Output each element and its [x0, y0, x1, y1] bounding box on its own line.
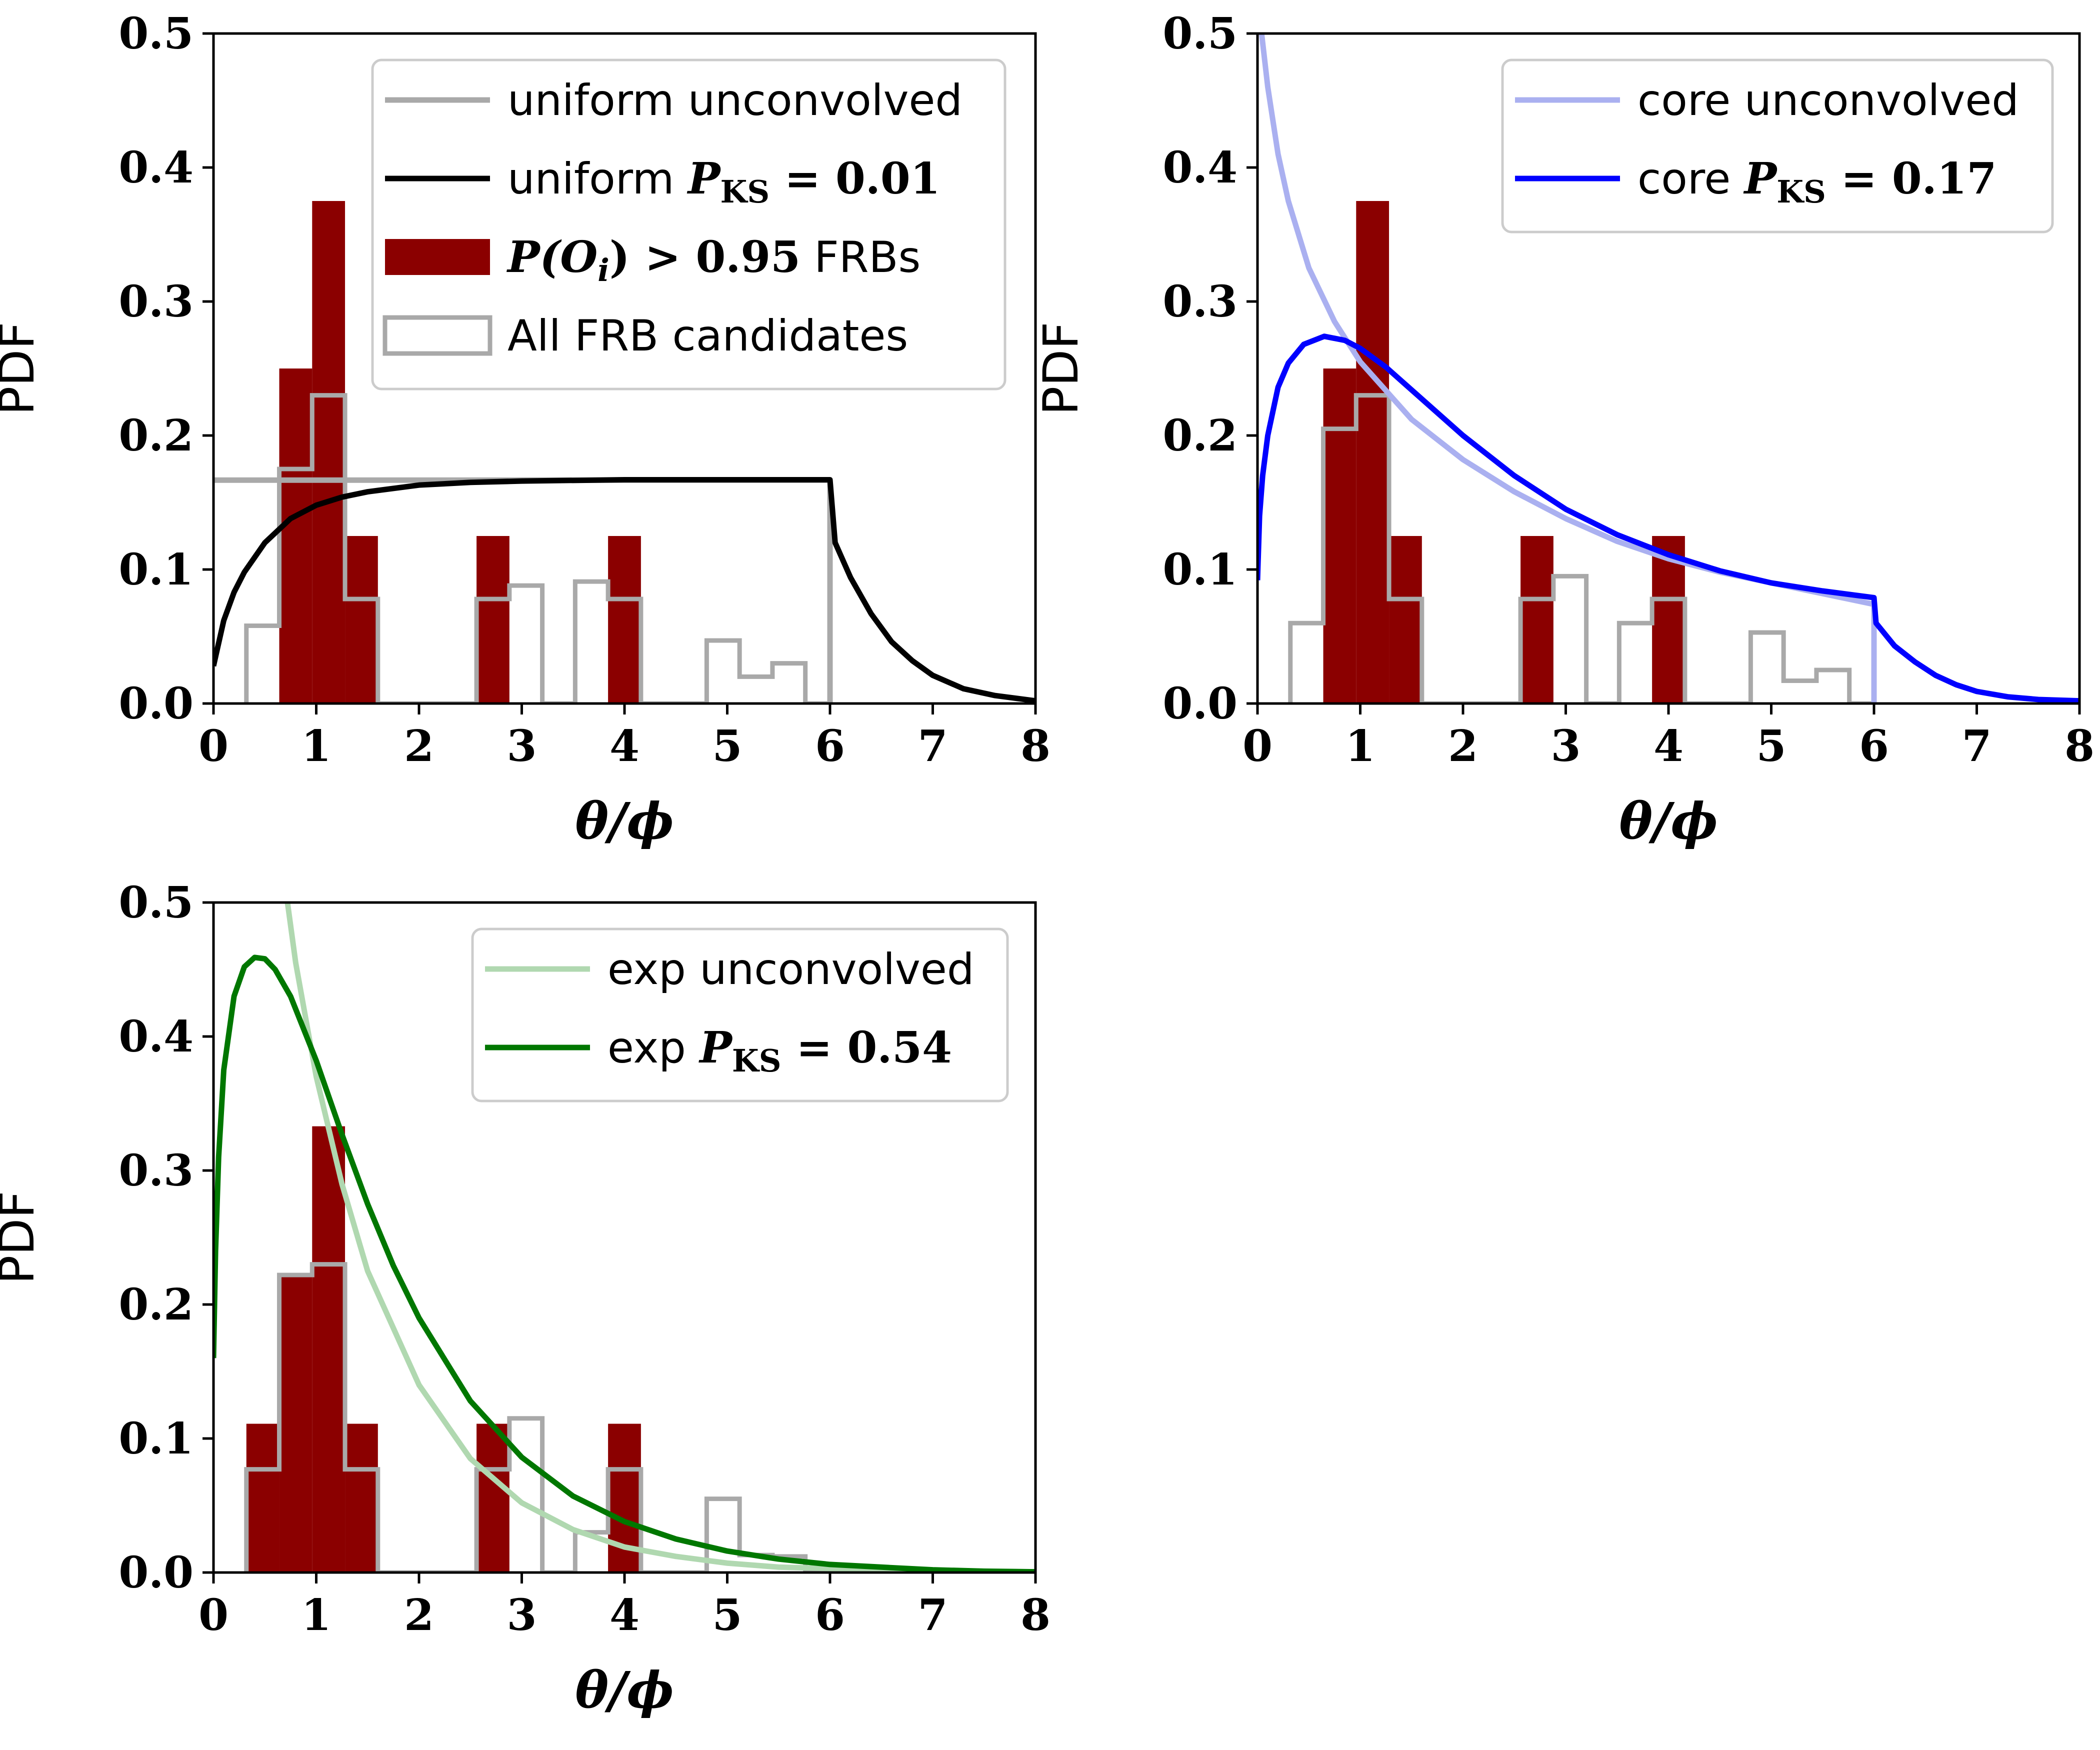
- x-axis-label: θ/ϕ: [1619, 792, 1718, 850]
- curve-convolved: [1258, 334, 2080, 704]
- step-histogram: [1288, 393, 1874, 704]
- step-histogram: [244, 393, 830, 704]
- legend-label: exp unconvolved: [608, 944, 974, 994]
- x-tick-label: 3: [507, 1590, 537, 1640]
- x-tick-label: 4: [610, 721, 640, 772]
- y-tick-label: 0.1: [1162, 544, 1238, 595]
- x-tick-label: 4: [610, 1590, 640, 1640]
- panel-uniform: 0 1 2 3 4 5 6 7 8 0.0 0.1 0.2 0.3 0.4 0.5 θ/ϕ PDF uniform…: [0, 8, 1050, 850]
- filled-bar: [1356, 201, 1390, 704]
- x-axis-label: θ/ϕ: [575, 1660, 674, 1720]
- x-tick-label: 2: [404, 721, 434, 772]
- x-tick-label: 0: [198, 721, 228, 772]
- curve-convolved: [214, 476, 1036, 704]
- y-tick-label: 0.3: [118, 1146, 194, 1196]
- filled-bar: [312, 1126, 346, 1572]
- x-tick-label: 0: [198, 1590, 228, 1640]
- y-tick-label: 0.0: [118, 678, 194, 729]
- legend-frame: [1501, 58, 2054, 234]
- y-tick-label: 0.4: [118, 1012, 194, 1062]
- y-tick-label: 0.3: [118, 276, 194, 327]
- filled-bar: [345, 1424, 378, 1572]
- y-tick-label: 0.2: [118, 1280, 194, 1330]
- y-tick-label: 0.3: [1162, 276, 1238, 327]
- y-axis-label: PDF: [1033, 322, 1089, 415]
- filled-bar: [246, 1424, 280, 1572]
- y-tick-label: 0.1: [118, 544, 194, 595]
- x-tick-label: 2: [1448, 721, 1478, 772]
- plot-area: [1258, 34, 2080, 704]
- y-axis-label: PDF: [0, 1190, 45, 1284]
- curve-unconvolved: [284, 902, 1036, 1572]
- legend-label: uniform PKS = 0.01: [508, 154, 940, 210]
- filled-bar: [279, 1275, 312, 1572]
- x-tick-label: 1: [302, 721, 332, 772]
- filled-bar: [345, 536, 378, 704]
- legend-frame: [371, 58, 1006, 390]
- legend-frame: [471, 928, 1009, 1102]
- x-tick-label: 5: [1756, 721, 1786, 772]
- x-tick-label: 6: [815, 1590, 845, 1640]
- x-tick-label: 8: [1020, 1590, 1050, 1640]
- x-axis-label: θ/ϕ: [575, 792, 674, 850]
- filled-bar: [608, 536, 641, 704]
- filled-bar: [476, 536, 510, 704]
- y-tick-label: 0.2: [1162, 410, 1238, 461]
- x-tick-label: 7: [918, 1590, 948, 1640]
- y-tick-label: 0.4: [118, 142, 194, 193]
- filled-bar: [279, 368, 312, 704]
- legend-patch-handle: [385, 239, 490, 275]
- x-tick-label: 7: [1962, 721, 1992, 772]
- panel-exp: 0 1 2 3 4 5 6 7 8 0.0 0.1 0.2 0.3 0.4 0.5 θ/ϕ PDF exp unc…: [0, 878, 1050, 1720]
- y-tick-label: 0.1: [118, 1414, 194, 1464]
- x-tick-label: 1: [302, 1590, 332, 1640]
- legend-label: core PKS = 0.17: [1638, 154, 1996, 210]
- plot-area: [214, 201, 1036, 704]
- filled-bar: [312, 201, 346, 704]
- x-tick-label: 7: [918, 721, 948, 772]
- curve-convolved: [214, 954, 1036, 1572]
- legend: core unconvolved core PKS = 0.17: [1501, 58, 2054, 234]
- y-tick-label: 0.4: [1162, 142, 1238, 193]
- y-axis-label: PDF: [0, 322, 45, 415]
- legend-label: exp PKS = 0.54: [608, 1022, 952, 1079]
- y-tick-label: 0.5: [118, 878, 194, 928]
- y-tick-label: 0.0: [1162, 678, 1238, 729]
- x-tick-label: 4: [1654, 721, 1684, 772]
- x-tick-label: 5: [712, 1590, 742, 1640]
- legend-step-handle: [382, 315, 492, 356]
- filled-bar: [1323, 368, 1356, 704]
- y-tick-label: 0.2: [118, 410, 194, 461]
- y-tick-label: 0.5: [1162, 8, 1238, 59]
- legend: exp unconvolved exp PKS = 0.54: [471, 928, 1009, 1102]
- plot-area: [214, 902, 1036, 1572]
- x-tick-label: 8: [1020, 721, 1050, 772]
- x-tick-label: 1: [1346, 721, 1376, 772]
- x-tick-label: 8: [2064, 721, 2094, 772]
- legend-label: uniform unconvolved: [508, 76, 962, 126]
- x-tick-label: 6: [815, 721, 845, 772]
- x-tick-label: 6: [1859, 721, 1889, 772]
- panel-core: 0 1 2 3 4 5 6 7 8 0.0 0.1 0.2 0.3 0.4 0.5 θ/ϕ PDF core un…: [1033, 8, 2094, 850]
- x-tick-label: 3: [1551, 721, 1581, 772]
- x-tick-label: 5: [712, 721, 742, 772]
- filled-bar: [476, 1424, 510, 1572]
- legend-label: core unconvolved: [1638, 76, 2019, 126]
- filled-bar: [1389, 536, 1422, 704]
- legend-label: P(Oi) > 0.95 FRBs: [506, 232, 920, 288]
- x-tick-label: 2: [404, 1590, 434, 1640]
- legend: uniform unconvolved uniform PKS = 0.01 P(O…: [371, 58, 1006, 390]
- x-tick-label: 3: [507, 721, 537, 772]
- y-tick-label: 0.0: [118, 1548, 194, 1598]
- x-tick-label: 0: [1242, 721, 1272, 772]
- filled-bar: [1520, 536, 1554, 704]
- legend-label: All FRB candidates: [508, 311, 908, 361]
- y-tick-label: 0.5: [118, 8, 194, 59]
